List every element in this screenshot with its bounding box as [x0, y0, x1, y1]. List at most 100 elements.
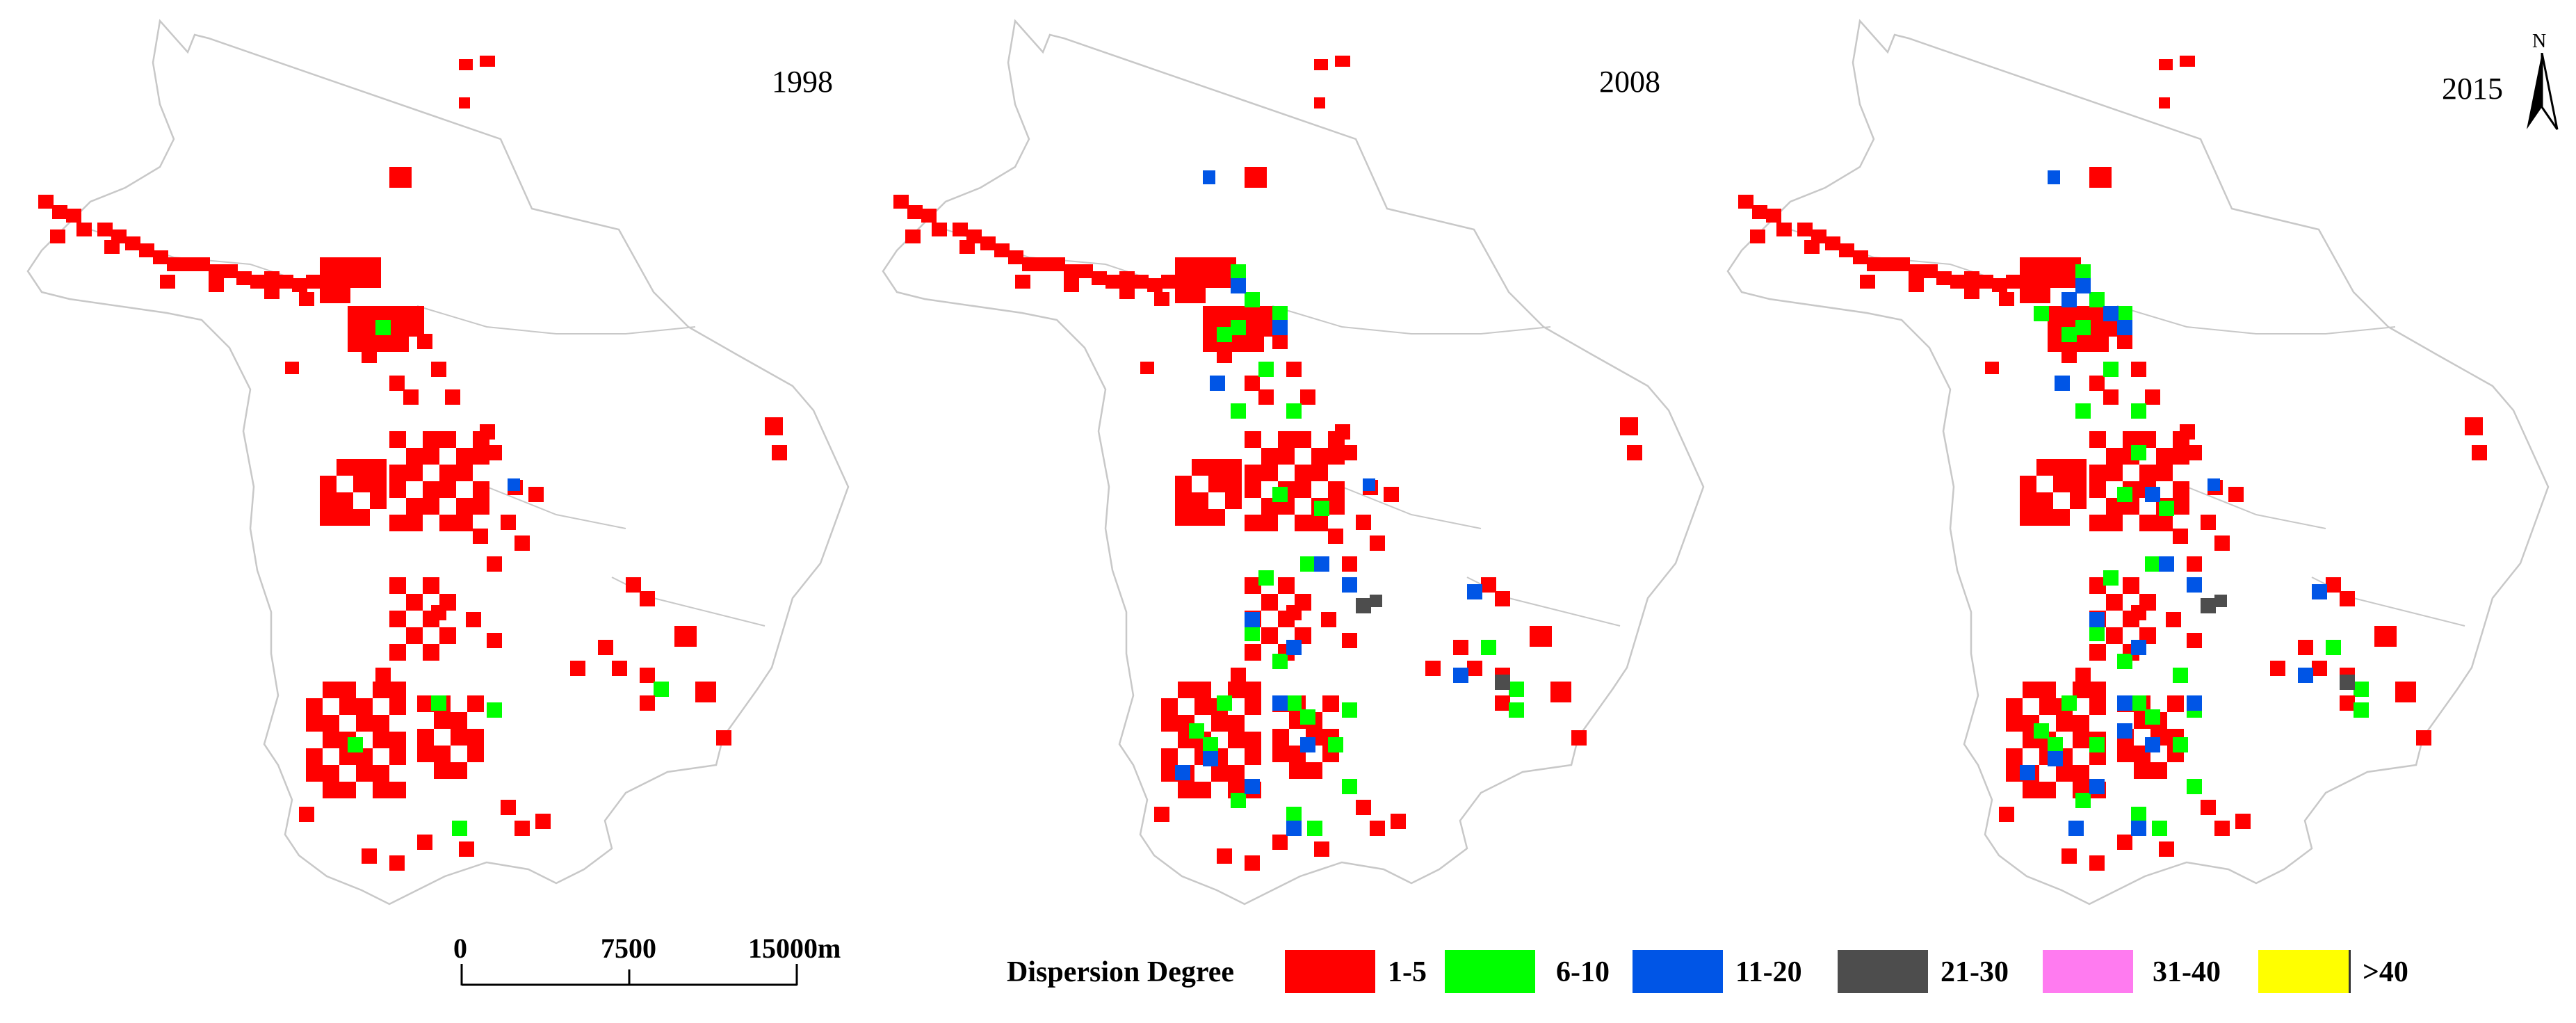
- dispersion-cell: [2020, 509, 2036, 526]
- dispersion-cell: [423, 577, 439, 594]
- dispersion-cell: [2061, 348, 2077, 363]
- dispersion-cell: [2039, 682, 2056, 698]
- dispersion-cell: [473, 498, 489, 515]
- dispersion-cell: [1295, 465, 1311, 481]
- dispersion-cell: [1895, 257, 1910, 271]
- dispersion-cell: [1300, 737, 1315, 752]
- dispersion-cell: [2326, 640, 2341, 655]
- dispersion-cell: [2117, 746, 2134, 762]
- dispersion-cell: [1261, 448, 1278, 465]
- dispersion-cell: [2061, 848, 2077, 864]
- dispersion-cell: [1233, 337, 1249, 352]
- district-boundary: [1272, 305, 1551, 335]
- dispersion-cell: [373, 682, 389, 698]
- legend-swatch: [1445, 950, 1535, 993]
- dispersion-cell: [1192, 492, 1208, 509]
- dispersion-cell: [2089, 431, 2106, 448]
- dispersion-cell: [389, 431, 406, 448]
- dispersion-cell: [406, 515, 423, 531]
- dispersion-cell: [2075, 264, 2091, 280]
- map-panel-1998: [26, 19, 850, 905]
- dispersion-cell: [1752, 205, 1767, 219]
- dispersion-cell: [1999, 292, 2014, 306]
- dispersion-cell: [370, 476, 387, 492]
- scale-bar: 0 7500 15000m: [445, 932, 841, 988]
- dispersion-cell: [1300, 709, 1315, 725]
- dispersion-cell: [2068, 821, 2084, 836]
- dispersion-cell: [1467, 584, 1482, 599]
- dispersion-cell: [1314, 501, 1329, 516]
- dispersion-cell: [2465, 417, 2483, 435]
- dispersion-cell: [434, 746, 451, 762]
- dispersion-cell: [2139, 465, 2156, 481]
- dispersion-cell: [320, 273, 335, 288]
- dispersion-cell: [953, 223, 968, 236]
- dispersion-cell: [2103, 570, 2119, 586]
- dispersion-cell: [2173, 498, 2189, 515]
- dispersion-cell: [1278, 431, 1295, 448]
- dispersion-cell: [1203, 321, 1218, 337]
- dispersion-cell: [1289, 762, 1306, 779]
- dispersion-cell: [97, 223, 113, 236]
- dispersion-cell: [1233, 306, 1249, 321]
- dispersion-cell: [2089, 855, 2105, 871]
- dispersion-cell: [2298, 640, 2313, 655]
- dispersion-cell: [1245, 376, 1260, 391]
- dispersion-cell: [306, 275, 321, 289]
- dispersion-cell: [409, 321, 424, 337]
- dispersion-cell: [348, 321, 363, 337]
- dispersion-cell: [2131, 605, 2146, 620]
- dispersion-cell: [1922, 264, 1938, 278]
- dispersion-cell: [1261, 515, 1278, 531]
- dispersion-cell: [299, 292, 314, 306]
- dispersion-cell: [1530, 626, 1552, 647]
- dispersion-cell: [362, 848, 377, 864]
- dispersion-cell: [2472, 445, 2487, 460]
- dispersion-cell: [292, 278, 307, 292]
- dispersion-cell: [1245, 292, 1260, 307]
- legend-label: >40: [2363, 956, 2408, 988]
- dispersion-cell: [2131, 807, 2146, 822]
- dispersion-cell: [473, 529, 488, 544]
- dispersion-cell: [480, 56, 495, 67]
- dispersion-cell: [356, 698, 373, 715]
- legend-swatch: [2043, 950, 2133, 993]
- dispersion-cell: [640, 668, 655, 683]
- dispersion-cell: [473, 481, 489, 498]
- dispersion-cell: [2093, 321, 2109, 337]
- dispersion-cell: [2228, 487, 2244, 502]
- dispersion-cell: [2117, 334, 2132, 349]
- dispersion-cell: [373, 732, 389, 748]
- dispersion-cell: [320, 509, 337, 526]
- dispersion-cell: [417, 835, 432, 850]
- dispersion-cell: [2117, 654, 2132, 669]
- dispersion-cell: [1453, 640, 1468, 655]
- dispersion-cell: [2089, 644, 2106, 661]
- dispersion-cell: [2131, 445, 2146, 460]
- dispersion-cell: [772, 445, 787, 460]
- dispersion-cell: [2131, 640, 2146, 655]
- dispersion-cell: [487, 633, 502, 648]
- dispersion-cell: [2270, 661, 2285, 676]
- dispersion-cell: [1370, 821, 1385, 836]
- dispersion-cell: [335, 257, 350, 273]
- dispersion-cell: [445, 389, 460, 405]
- dispersion-cell: [1231, 403, 1246, 419]
- dispersion-cell: [2089, 465, 2106, 481]
- dispersion-cell: [959, 240, 975, 254]
- legend-swatch: [1285, 950, 1375, 993]
- dispersion-cell: [1203, 737, 1218, 752]
- dispersion-cell: [1064, 264, 1079, 278]
- scale-tick-0: 0: [453, 933, 467, 964]
- dispersion-cell: [389, 782, 406, 798]
- dispersion-cell: [439, 465, 456, 481]
- dispersion-cell: [2070, 476, 2087, 492]
- dispersion-cell: [907, 205, 923, 219]
- dispersion-cell: [1307, 821, 1322, 836]
- dispersion-cell: [2020, 476, 2036, 492]
- dispersion-cell: [1245, 431, 1261, 448]
- dispersion-cell: [1295, 431, 1311, 448]
- dispersion-cell: [373, 765, 389, 782]
- dispersion-cell: [389, 855, 405, 871]
- dispersion-cell: [1208, 459, 1225, 476]
